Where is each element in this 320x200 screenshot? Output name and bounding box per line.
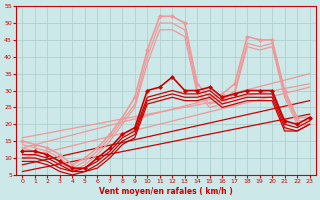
X-axis label: Vent moyen/en rafales ( km/h ): Vent moyen/en rafales ( km/h )	[99, 187, 233, 196]
